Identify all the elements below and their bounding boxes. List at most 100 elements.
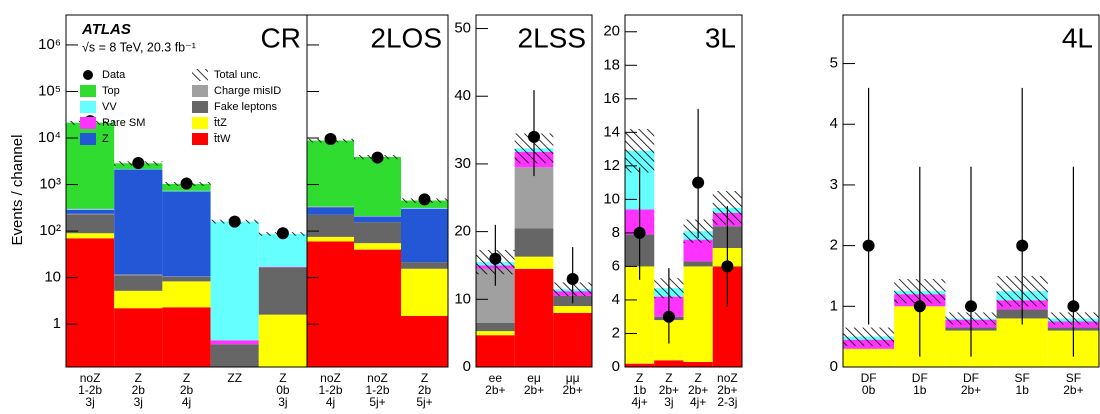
data-point (566, 273, 579, 285)
y-tick-label: 2 (612, 324, 620, 341)
x-tick-label: 2b (132, 383, 146, 397)
y-tick-label: 8 (612, 224, 620, 241)
stack-segment (683, 261, 713, 267)
x-tick-label: SF (1066, 371, 1081, 385)
data-point (965, 300, 977, 313)
y-tick-label: 0 (463, 358, 471, 375)
x-tick-label: noZ (367, 371, 388, 385)
x-tick-label: 2-3j (717, 395, 737, 409)
stack-segment (625, 266, 655, 364)
stack-segment (514, 256, 554, 269)
y-tick-label: 50 (454, 20, 471, 37)
x-tick-label: 4j (326, 395, 335, 409)
stack-segment (683, 239, 713, 262)
x-tick-label: 2b+ (688, 383, 708, 397)
y-tick-label: 10³ (39, 176, 61, 193)
y-tick-label: 30 (454, 155, 471, 172)
y-tick-label: 4 (830, 115, 838, 132)
y-tick-label: 4 (612, 291, 620, 308)
stack-segment (66, 238, 115, 367)
y-tick-label: 1 (830, 297, 838, 314)
stack-segment (114, 290, 163, 309)
stack-segment (514, 228, 554, 257)
panel-title: 2LSS (518, 22, 587, 53)
stack-segment (114, 308, 163, 367)
stack-segment (354, 243, 401, 250)
x-tick-label: μμ (566, 371, 580, 385)
y-tick-label: 20 (454, 223, 471, 240)
data-point (1016, 239, 1029, 252)
x-tick-label: 2b (180, 383, 194, 397)
stack-segment (553, 306, 592, 313)
stack-segment (258, 314, 307, 367)
data-point (489, 252, 502, 265)
y-tick-label: 2 (830, 237, 838, 254)
panel-plot (476, 90, 592, 367)
y-tick-label: 0 (612, 358, 620, 375)
stack-segment (401, 262, 448, 269)
stack-segment (162, 277, 211, 282)
y-tick-label: 10⁶ (38, 36, 61, 53)
panel-title: 3L (705, 22, 736, 53)
x-tick-label: 1b (1016, 383, 1030, 397)
x-tick-label: 2b+ (659, 383, 679, 397)
stack-segment (162, 190, 211, 192)
stack-segment (476, 331, 515, 336)
x-tick-label: noZ (80, 371, 101, 385)
panel-plot (625, 108, 742, 367)
stack-segment (553, 312, 592, 367)
legend-label: Total unc. (214, 69, 261, 81)
x-tick-label: 2b+ (524, 383, 544, 397)
stack-segment (514, 268, 554, 367)
stack-segment (354, 222, 401, 244)
stack-segment (354, 156, 401, 217)
x-tick-label: 2b+ (1063, 383, 1083, 397)
data-point (276, 227, 289, 240)
stack-segment (625, 363, 655, 367)
stack-segment (66, 208, 115, 210)
stack-segment (114, 169, 163, 275)
data-point (418, 193, 431, 206)
x-tick-label: 1-2b (78, 383, 102, 397)
legend-swatch (80, 133, 96, 145)
stack-segment (401, 315, 448, 367)
stack-segment (258, 267, 307, 315)
x-tick-label: eμ (527, 371, 541, 385)
x-tick-label: 2b+ (717, 383, 737, 397)
stack-segment (307, 140, 354, 207)
x-tick-label: DF (861, 371, 877, 385)
legend-swatch (192, 69, 208, 81)
legend-label: Z (102, 133, 109, 145)
legend-label: Data (102, 69, 126, 81)
y-tick-label: 40 (454, 87, 471, 104)
x-tick-label: ee (489, 371, 503, 385)
data-point (1067, 300, 1080, 313)
y-tick-label: 20 (603, 23, 620, 40)
legend-swatch (80, 85, 96, 97)
x-tick-label: noZ (717, 371, 738, 385)
data-point (228, 215, 241, 228)
legend-swatch (80, 117, 96, 129)
x-tick-label: 1b (633, 383, 647, 397)
y-tick-label: 10 (454, 290, 471, 307)
stack-segment (843, 348, 895, 367)
y-tick-label: 6 (612, 257, 620, 274)
data-point (633, 226, 646, 239)
stack-segment (162, 191, 211, 277)
total-uncertainty (625, 128, 655, 173)
stack-segment (162, 307, 211, 367)
stack-segment (162, 276, 211, 278)
x-tick-label: 2b (418, 383, 432, 397)
stack-segment (654, 360, 684, 367)
x-tick-label: SF (1015, 371, 1030, 385)
y-tick-label: 10⁴ (38, 129, 61, 146)
panel-plot (843, 87, 1099, 367)
x-tick-label: 4j+ (690, 395, 706, 409)
panel-plot (307, 133, 448, 367)
stack-segment (66, 209, 115, 214)
x-tick-label: 0b (862, 383, 876, 397)
stack-segment (307, 241, 354, 367)
x-tick-label: 2b+ (562, 383, 582, 397)
legend-label: t̄tW (213, 133, 231, 145)
x-tick-label: 1-2b (318, 383, 342, 397)
